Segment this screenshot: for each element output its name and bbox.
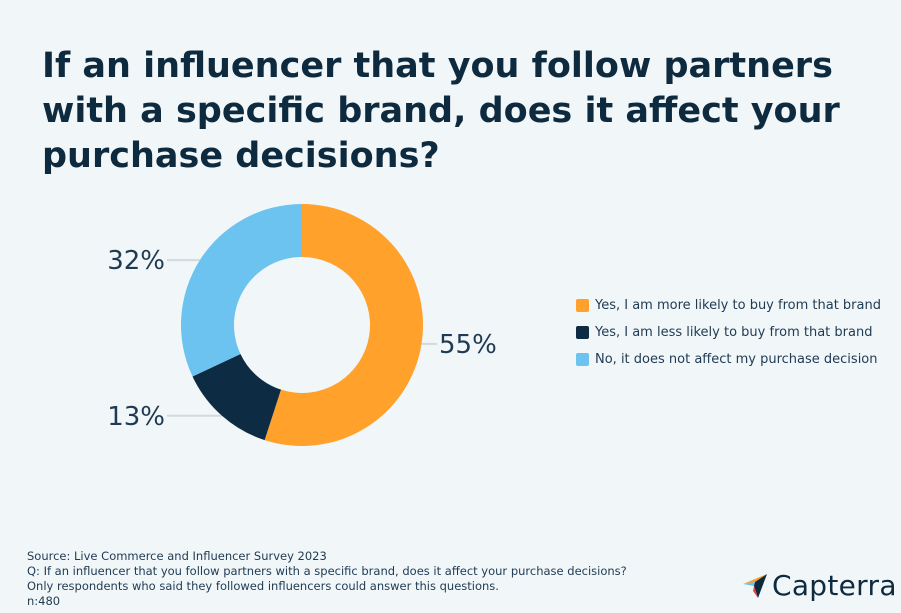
chart-title: If an influencer that you follow partner… bbox=[42, 46, 840, 176]
slice-label-0: 55% bbox=[439, 330, 497, 360]
legend-item-1: Yes, I am less likely to buy from that b… bbox=[576, 319, 881, 346]
legend-label: Yes, I am less likely to buy from that b… bbox=[595, 325, 873, 340]
legend-item-2: No, it does not affect my purchase decis… bbox=[576, 346, 881, 373]
label-leaders bbox=[167, 259, 437, 417]
capterra-logo: Capterra bbox=[742, 569, 897, 602]
respondent-note: Only respondents who said they followed … bbox=[27, 579, 499, 593]
donut-slices bbox=[180, 204, 424, 447]
legend-item-0: Yes, I am more likely to buy from that b… bbox=[576, 292, 881, 319]
capterra-arrow-icon bbox=[743, 573, 767, 598]
legend-swatch bbox=[576, 353, 589, 366]
slice-label-1: 13% bbox=[107, 402, 165, 432]
slice-more-likely bbox=[264, 204, 424, 447]
slice-no-effect bbox=[180, 204, 302, 377]
chart-footer: Source: Live Commerce and Influencer Sur… bbox=[27, 549, 627, 609]
capterra-wordmark: Capterra bbox=[772, 569, 897, 602]
legend-label: No, it does not affect my purchase decis… bbox=[595, 352, 878, 367]
slice-labels: 55% 13% 32% bbox=[107, 246, 497, 432]
legend: Yes, I am more likely to buy from that b… bbox=[576, 292, 881, 373]
source-note: Source: Live Commerce and Influencer Sur… bbox=[27, 549, 327, 563]
sample-size: n:480 bbox=[27, 594, 61, 608]
legend-label: Yes, I am more likely to buy from that b… bbox=[595, 298, 881, 313]
slice-less-likely bbox=[192, 353, 281, 441]
question-note: Q: If an influencer that you follow part… bbox=[27, 564, 627, 578]
slice-label-2: 32% bbox=[107, 246, 165, 276]
legend-swatch bbox=[576, 299, 589, 312]
legend-swatch bbox=[576, 326, 589, 339]
